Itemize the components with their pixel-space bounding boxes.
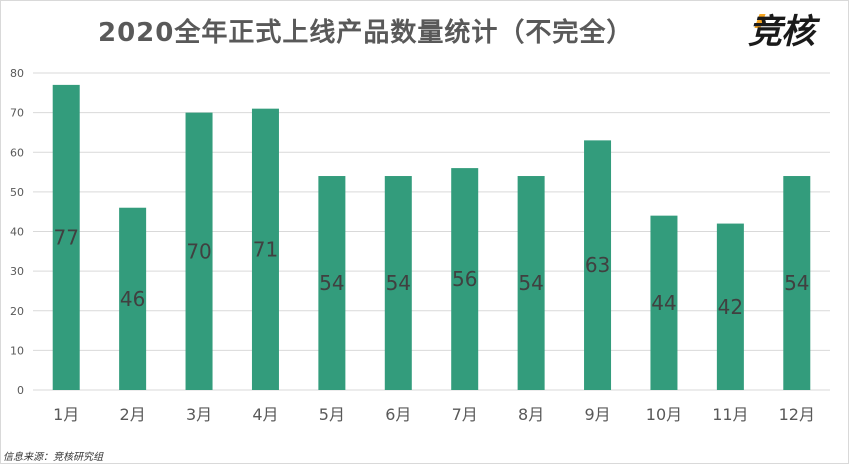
data-label: 56 [452,267,477,291]
y-tick-label: 50 [10,186,24,199]
data-label: 54 [518,271,543,295]
x-tick-label: 8月 [518,405,544,424]
x-tick-label: 12月 [779,405,815,424]
bar [451,168,479,390]
bar [185,112,213,390]
data-label: 77 [53,225,78,249]
source-note: 信息来源：竞核研究组 [3,452,103,463]
x-tick-label: 10月 [646,405,682,424]
y-tick-label: 80 [10,67,24,80]
bar [251,108,279,390]
bar [52,84,80,390]
y-tick-label: 70 [10,107,24,120]
data-label: 54 [784,271,809,295]
y-tick-label: 0 [17,384,24,397]
bar [318,176,346,390]
data-label: 42 [718,295,743,319]
brand-logo: 竞核 [748,12,815,52]
bar [716,223,744,390]
x-tick-label: 7月 [452,405,478,424]
bar [119,207,147,390]
bars [52,84,811,390]
bar [584,140,612,390]
x-axis-labels: 1月 2月 3月 4月 5月 6月 7月 8月 9月 10月 11月 12月 [53,405,815,424]
bar [783,176,811,390]
data-label: 71 [253,237,278,261]
y-tick-label: 60 [10,146,24,159]
grid-lines [33,72,830,391]
x-tick-label: 2月 [120,405,146,424]
y-tick-label: 10 [10,344,24,357]
x-tick-label: 4月 [252,405,278,424]
x-tick-label: 6月 [385,405,411,424]
bar [384,176,412,390]
y-tick-label: 30 [10,265,24,278]
bar [517,176,545,390]
chart-title: 2020全年正式上线产品数量统计（不完全） [98,18,634,48]
data-label: 63 [585,253,610,277]
data-label: 46 [120,287,145,311]
data-labels: 77 46 70 71 54 54 56 54 63 44 42 54 [53,225,809,318]
x-tick-label: 1月 [53,405,79,424]
y-tick-label: 40 [10,226,24,239]
data-label: 54 [319,271,344,295]
x-tick-label: 11月 [712,405,748,424]
y-tick-label: 20 [10,305,24,318]
x-tick-label: 5月 [319,405,345,424]
data-label: 54 [386,271,411,295]
x-tick-label: 3月 [186,405,212,424]
x-tick-label: 9月 [584,405,610,424]
y-axis-ticks: 0 10 20 30 40 50 60 70 80 [10,67,24,397]
data-label: 70 [186,239,211,263]
data-label: 44 [651,291,676,315]
bar [650,215,678,390]
